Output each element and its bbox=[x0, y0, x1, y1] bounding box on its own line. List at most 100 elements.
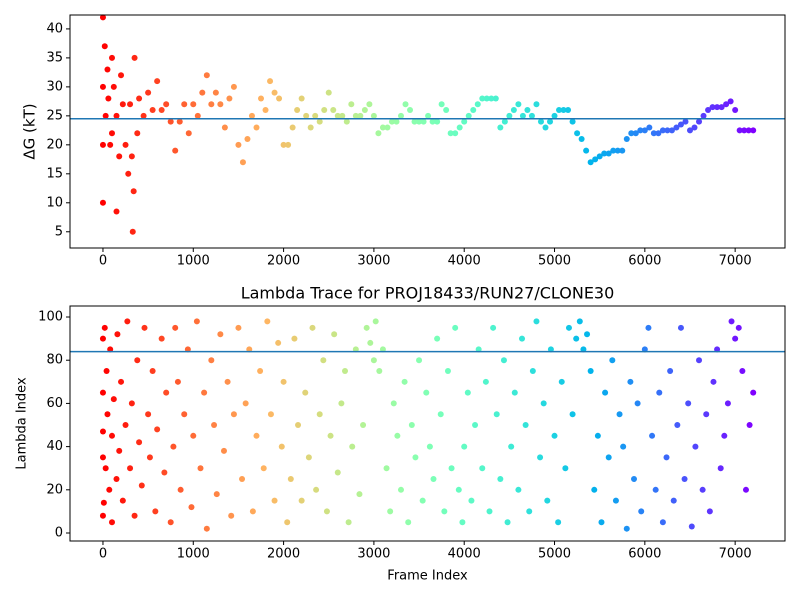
data-point bbox=[393, 118, 400, 125]
data-point bbox=[170, 443, 177, 450]
plot-frame bbox=[69, 14, 786, 249]
data-point bbox=[522, 422, 529, 429]
data-point bbox=[578, 136, 585, 143]
data-point bbox=[253, 432, 260, 439]
data-point bbox=[486, 508, 493, 515]
data-point bbox=[122, 141, 129, 148]
data-point bbox=[291, 335, 298, 342]
data-point bbox=[634, 400, 641, 407]
data-point bbox=[323, 508, 330, 515]
data-point bbox=[127, 101, 134, 108]
data-point bbox=[211, 422, 218, 429]
data-point bbox=[699, 486, 706, 493]
data-point bbox=[361, 107, 368, 114]
data-point bbox=[242, 400, 249, 407]
data-point bbox=[136, 439, 143, 446]
data-point bbox=[220, 447, 227, 454]
data-point bbox=[99, 141, 106, 148]
data-point bbox=[739, 368, 746, 375]
data-point bbox=[587, 159, 594, 166]
data-point bbox=[408, 422, 415, 429]
data-point bbox=[125, 170, 132, 177]
data-point bbox=[375, 130, 382, 137]
data-point bbox=[452, 130, 459, 137]
data-point bbox=[501, 118, 508, 125]
data-point bbox=[677, 121, 684, 128]
data-point bbox=[425, 112, 432, 119]
data-point bbox=[119, 497, 126, 504]
data-point bbox=[682, 118, 689, 125]
data-point bbox=[185, 130, 192, 137]
data-point bbox=[560, 107, 567, 114]
data-point bbox=[659, 127, 666, 134]
data-point bbox=[584, 331, 591, 338]
data-point bbox=[188, 504, 195, 511]
data-point bbox=[176, 118, 183, 125]
data-point bbox=[122, 422, 129, 429]
data-point bbox=[490, 324, 497, 331]
data-point bbox=[138, 482, 145, 489]
data-point bbox=[515, 486, 522, 493]
data-point bbox=[659, 519, 666, 526]
data-point bbox=[649, 432, 656, 439]
data-point bbox=[379, 124, 386, 131]
data-point bbox=[367, 339, 374, 346]
data-point bbox=[741, 127, 748, 134]
data-point bbox=[312, 112, 319, 119]
y-tick-label: 0 bbox=[55, 526, 63, 541]
data-point bbox=[461, 118, 468, 125]
data-point bbox=[239, 476, 246, 483]
data-point bbox=[569, 118, 576, 125]
data-point bbox=[533, 318, 540, 325]
data-point bbox=[124, 318, 131, 325]
data-point bbox=[551, 112, 558, 119]
data-point bbox=[547, 118, 554, 125]
data-point bbox=[508, 443, 515, 450]
data-point bbox=[309, 324, 316, 331]
x-tick-label: 2000 bbox=[267, 254, 300, 269]
data-point bbox=[376, 368, 383, 375]
data-point bbox=[750, 127, 757, 134]
data-point bbox=[437, 411, 444, 418]
data-point bbox=[384, 124, 391, 131]
y-tick-label: 20 bbox=[46, 137, 63, 152]
data-point bbox=[307, 124, 314, 131]
data-point bbox=[732, 107, 739, 114]
data-point bbox=[483, 95, 490, 102]
data-point bbox=[383, 465, 390, 472]
data-point bbox=[280, 141, 287, 148]
data-point bbox=[387, 508, 394, 515]
data-point bbox=[320, 357, 327, 364]
data-point bbox=[448, 465, 455, 472]
data-point bbox=[623, 136, 630, 143]
data-point bbox=[131, 512, 138, 519]
data-point bbox=[158, 107, 165, 114]
data-point bbox=[645, 324, 652, 331]
data-point bbox=[664, 127, 671, 134]
data-point bbox=[327, 432, 334, 439]
data-point bbox=[334, 469, 341, 476]
plot-frame bbox=[69, 305, 786, 542]
data-point bbox=[663, 454, 670, 461]
data-point bbox=[230, 411, 237, 418]
data-point bbox=[99, 83, 106, 90]
data-point bbox=[673, 124, 680, 131]
data-point bbox=[677, 324, 684, 331]
data-point bbox=[163, 389, 170, 396]
data-point bbox=[705, 107, 712, 114]
data-point bbox=[235, 324, 242, 331]
data-point bbox=[356, 491, 363, 498]
data-point bbox=[177, 486, 184, 493]
data-point bbox=[119, 101, 126, 108]
data-point bbox=[540, 400, 547, 407]
data-point bbox=[441, 508, 448, 515]
data-point bbox=[714, 104, 721, 111]
data-point bbox=[551, 432, 558, 439]
data-point bbox=[221, 124, 228, 131]
data-point bbox=[434, 118, 441, 125]
data-point bbox=[504, 519, 511, 526]
data-point bbox=[113, 208, 120, 215]
x-tick-label: 7000 bbox=[719, 254, 752, 269]
data-point bbox=[529, 368, 536, 375]
data-point bbox=[167, 118, 174, 125]
